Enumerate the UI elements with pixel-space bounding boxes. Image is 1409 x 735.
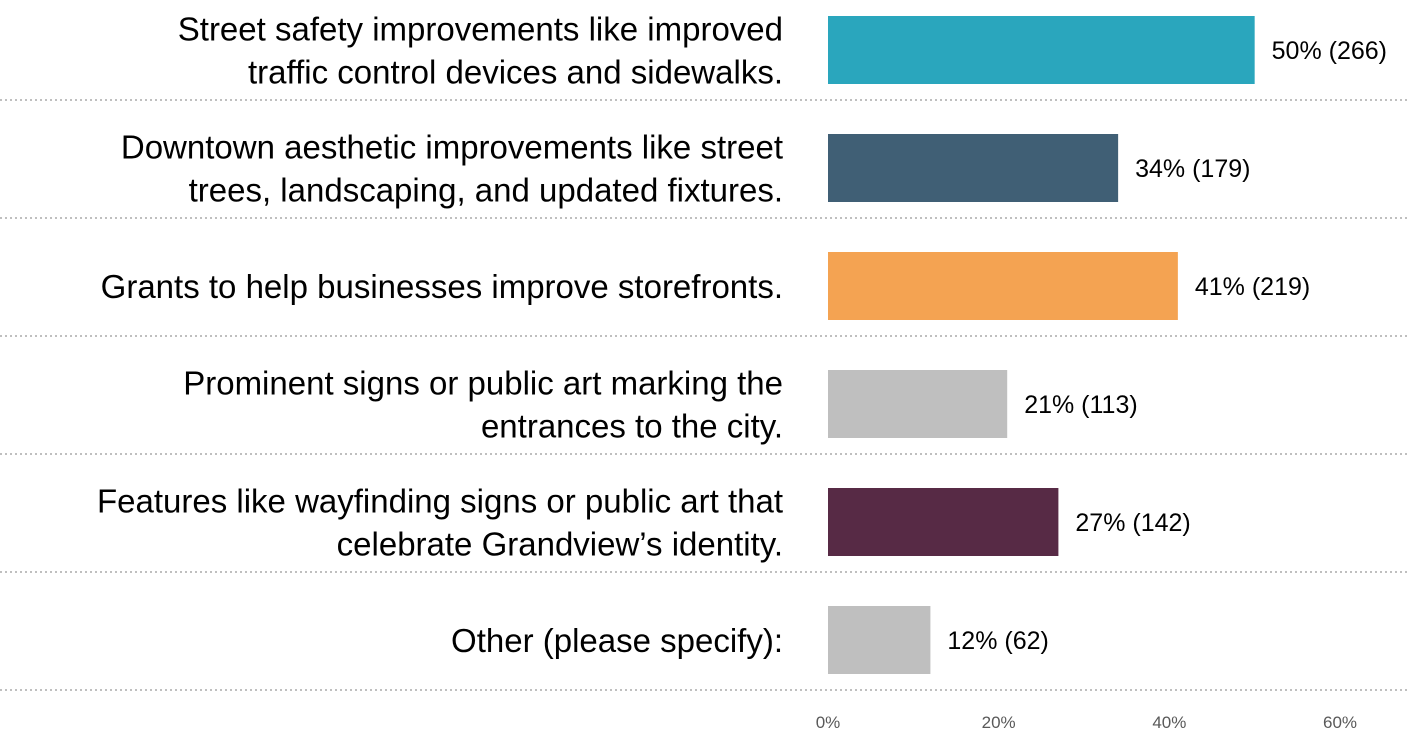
bar bbox=[828, 134, 1119, 202]
category-label: Other (please specify): bbox=[451, 622, 783, 659]
bar bbox=[828, 488, 1059, 556]
category-label: traffic control devices and sidewalks. bbox=[248, 54, 783, 91]
category-label: Downtown aesthetic improvements like str… bbox=[121, 129, 783, 166]
x-tick-label: 40% bbox=[1152, 713, 1186, 732]
data-label: 50% (266) bbox=[1272, 37, 1387, 65]
category-label: celebrate Grandview’s identity. bbox=[337, 526, 783, 563]
x-tick-label: 60% bbox=[1323, 713, 1357, 732]
data-label: 41% (219) bbox=[1195, 273, 1310, 301]
data-label: 27% (142) bbox=[1075, 509, 1190, 537]
bar bbox=[828, 606, 931, 674]
data-label: 34% (179) bbox=[1135, 155, 1250, 183]
x-tick-label: 20% bbox=[982, 713, 1016, 732]
category-label: Street safety improvements like improved bbox=[178, 11, 783, 48]
bar bbox=[828, 16, 1255, 84]
category-label: Features like wayfinding signs or public… bbox=[97, 483, 783, 520]
bar bbox=[828, 252, 1178, 320]
category-label: Prominent signs or public art marking th… bbox=[183, 365, 783, 402]
bar bbox=[828, 370, 1008, 438]
category-label: Grants to help businesses improve storef… bbox=[101, 268, 783, 305]
x-tick-label: 0% bbox=[816, 713, 841, 732]
data-label: 21% (113) bbox=[1024, 391, 1138, 419]
category-label: entrances to the city. bbox=[481, 408, 783, 445]
data-label: 12% (62) bbox=[947, 627, 1048, 655]
category-label: trees, landscaping, and updated fixtures… bbox=[189, 172, 783, 209]
